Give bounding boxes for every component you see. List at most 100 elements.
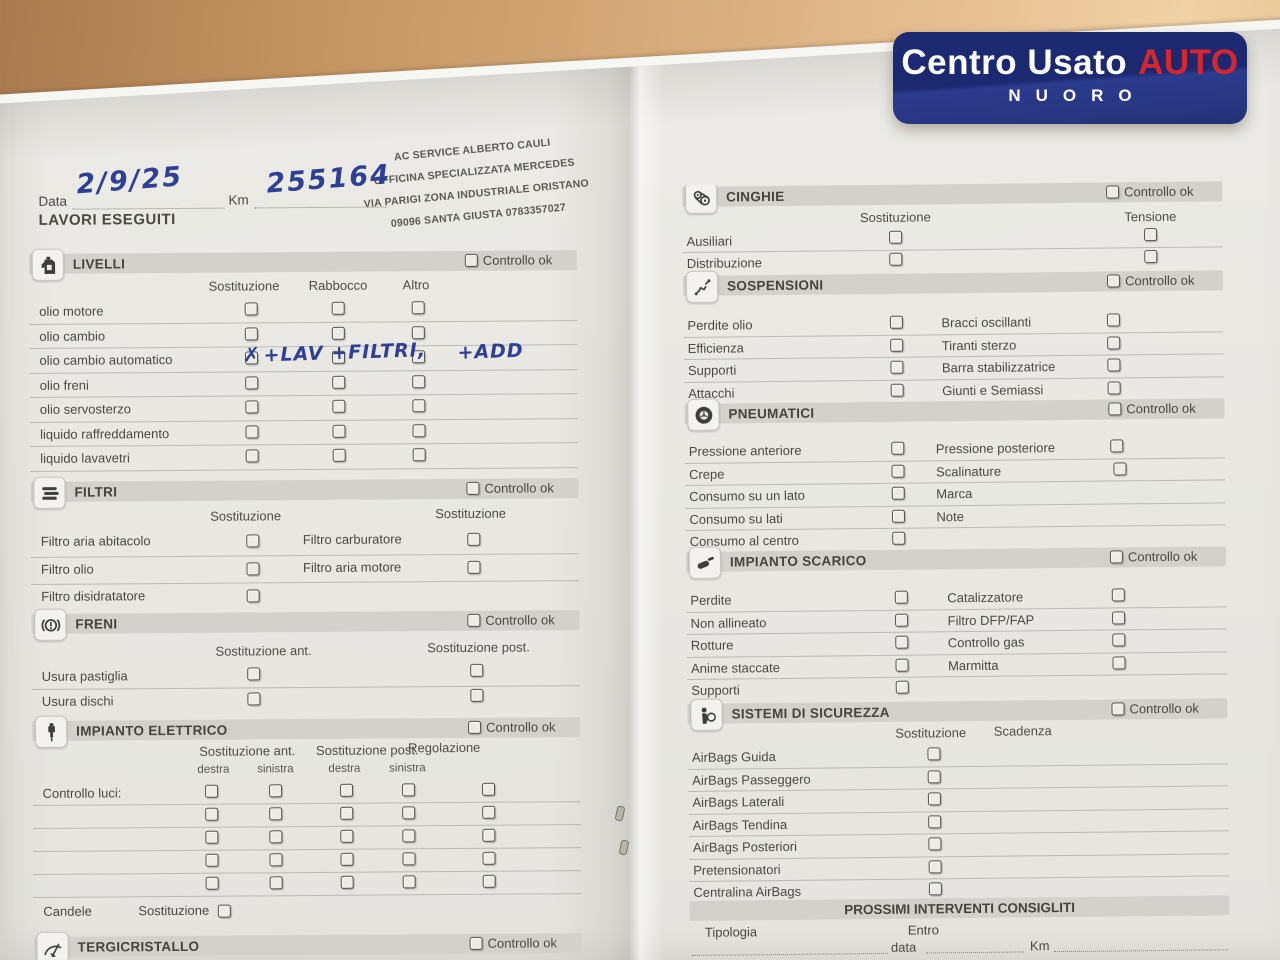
controllo-ok: Controllo ok: [1111, 701, 1199, 717]
section-title: IMPIANTO SCARICO: [729, 552, 867, 570]
checkbox: [205, 807, 219, 821]
checkbox: [244, 326, 258, 340]
checkbox: [481, 782, 496, 796]
oil-can-icon: [31, 248, 64, 281]
checkbox: [482, 874, 496, 888]
checklist-row: Usura dischi: [32, 686, 580, 713]
section-sistemi-di-sicurezza: SISTEMI DI SICUREZZA Controllo ok Sostit…: [687, 698, 1230, 903]
handwritten-x-mark: ✗: [243, 342, 260, 367]
checkbox: [1143, 228, 1158, 242]
checkbox: [332, 424, 346, 438]
data-dotted-line: [72, 207, 225, 210]
controllo-ok: Controllo ok: [466, 480, 554, 496]
dotted-line: [926, 951, 1025, 954]
checkbox: [247, 667, 261, 681]
page-right: CINGHIE Controllo ok Sostituzione Tensio…: [682, 179, 1235, 960]
controllo-ok: Controllo ok: [1108, 401, 1196, 417]
checkbox: [204, 784, 219, 798]
checkbox: [1107, 380, 1121, 395]
logo-title-main: Centro Usato: [901, 43, 1128, 82]
checkbox: [402, 852, 416, 866]
checkbox: [928, 859, 942, 873]
checklist-row: Filtro olio Filtro aria motore: [30, 553, 580, 585]
checkbox: [412, 423, 426, 437]
checkbox: [470, 688, 484, 702]
checkbox: [1111, 588, 1125, 602]
checkbox: [894, 590, 908, 604]
checkbox: [894, 613, 909, 627]
dotted-line: [1054, 949, 1229, 953]
checkbox: [245, 400, 259, 414]
checkbox: [245, 449, 259, 463]
belt-icon: [684, 181, 718, 214]
checkbox: [217, 904, 231, 918]
checkbox: [927, 747, 941, 761]
checkbox: [1113, 461, 1127, 475]
checkbox: [889, 315, 904, 329]
checkbox: [245, 375, 259, 389]
checkbox: [332, 375, 346, 389]
checkbox: [1111, 610, 1126, 625]
controllo-ok: Controllo ok: [1106, 184, 1194, 200]
section-title: PNEUMATICI: [728, 405, 815, 422]
checkbox: [1112, 655, 1126, 670]
checkbox: [891, 464, 905, 478]
checkbox: [246, 589, 260, 603]
checkbox: [401, 783, 416, 797]
checklist-row: olio freni: [29, 369, 578, 398]
checkbox: [412, 448, 426, 462]
checklist-row: Distribuzione: [683, 247, 1223, 273]
column-headers: Sostituzione ant. Sostituzione post.: [215, 639, 530, 659]
logo-title-accent: AUTO: [1138, 43, 1239, 82]
checkbox: [1144, 249, 1158, 263]
checkbox: [340, 875, 354, 889]
data-label: Data: [38, 193, 67, 209]
section-header-bar: TERGICRISTALLO Controllo ok: [33, 931, 582, 960]
checkbox: [269, 830, 283, 844]
km-dotted-line: [254, 206, 387, 209]
section-header-bar: IMPIANTO ELETTRICO Controllo ok: [32, 715, 581, 748]
section-title: FILTRI: [74, 483, 118, 500]
checkbox: [268, 784, 283, 798]
entro-label: Entro: [907, 922, 939, 938]
dealer-logo: Centro Usato AUTO NUORO: [893, 32, 1247, 124]
checkbox: [340, 806, 354, 820]
section-livelli: LIVELLI Controllo ok Sostituzione Rabboc…: [28, 248, 579, 472]
dotted-line: [692, 952, 889, 956]
section-header-bar: CINGHIE Controllo ok: [682, 181, 1223, 214]
checkbox: [331, 326, 345, 340]
spark-plug-icon: [35, 715, 68, 748]
checklist-row: olio motore: [29, 296, 578, 325]
handwritten-date: 2/9/25: [75, 161, 185, 201]
checkbox: [244, 302, 258, 316]
logo-title: Centro Usato AUTO: [893, 43, 1247, 83]
checklist-row: liquido lavavetri: [30, 443, 579, 472]
checkbox: [891, 441, 905, 455]
checkbox: [402, 875, 416, 889]
section-title: IMPIANTO ELETTRICO: [76, 722, 228, 739]
checkbox: [468, 720, 482, 734]
checkbox: [1112, 633, 1126, 647]
checkbox: [469, 936, 483, 950]
section-header-bar: FILTRI Controllo ok: [30, 476, 579, 509]
checkbox: [269, 853, 283, 867]
controllo-ok: Controllo ok: [467, 612, 555, 628]
candele-row: Candele Sostituzione: [33, 894, 581, 924]
airbag-icon: [690, 698, 723, 731]
handwritten-km: 255164: [265, 159, 393, 200]
checkbox: [402, 829, 416, 843]
km-label: Km: [228, 192, 249, 208]
checklist-row: olio servosterzo: [29, 394, 578, 423]
exhaust-icon: [688, 546, 722, 579]
checkbox: [412, 374, 426, 388]
section-pneumatici: PNEUMATICI Controllo ok Pressione anteri…: [684, 398, 1226, 552]
handwritten-note: +ADD: [457, 339, 524, 364]
section-title: CINGHIE: [726, 188, 785, 205]
checkbox: [892, 531, 906, 545]
section-header-bar: SOSPENSIONI Controllo ok: [682, 270, 1224, 303]
checkbox: [269, 807, 283, 821]
section-title: SOSPENSIONI: [726, 277, 824, 294]
checkbox: [246, 561, 260, 575]
wiper-icon: [36, 931, 69, 960]
checkbox: [891, 509, 906, 523]
